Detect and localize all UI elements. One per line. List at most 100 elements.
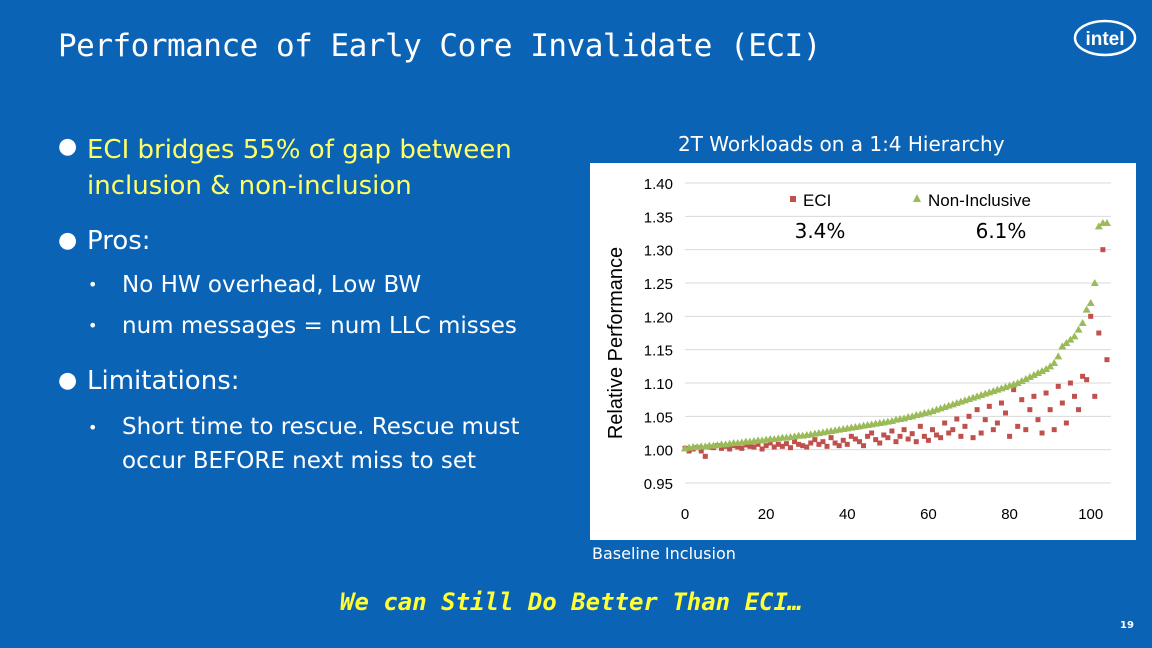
pros-item-2: num messages = num LLC misses (122, 313, 517, 339)
eci-point (1088, 313, 1094, 319)
eci-point (950, 427, 956, 433)
eci-point (1027, 407, 1033, 413)
eci-point (828, 435, 834, 441)
bullet-pros: Pros: (87, 226, 151, 256)
noninclusive-point (1102, 219, 1111, 226)
eci-point (759, 446, 765, 452)
eci-point (800, 443, 806, 449)
legend-noninclusive-marker (913, 194, 921, 202)
eci-point (1003, 410, 1009, 416)
eci-point (1076, 407, 1082, 413)
noninclusive-point (1078, 319, 1087, 326)
annotation-noninclusive-percent: 6.1% (976, 219, 1027, 243)
eci-point (1035, 417, 1041, 423)
eci-point (929, 427, 935, 433)
eci-point (1092, 393, 1098, 399)
eci-point (1059, 400, 1065, 406)
noninclusive-point (1038, 367, 1047, 374)
annotation-eci-percent: 3.4% (795, 219, 846, 243)
eci-point (893, 439, 899, 445)
eci-point (820, 439, 826, 445)
eci-point (1031, 393, 1037, 399)
eci-point (913, 439, 919, 445)
eci-point (1051, 427, 1057, 433)
eci-point (787, 445, 793, 451)
x-tick-label: 60 (920, 506, 937, 523)
x-tick-label: 100 (1078, 506, 1103, 523)
eci-point (1019, 397, 1025, 403)
intel-logo: intel (1073, 19, 1137, 57)
eci-point (1080, 373, 1086, 379)
bullet-dot: ● (58, 228, 78, 253)
sub-bullet-dot: • (88, 275, 98, 294)
noninclusive-point (1029, 371, 1038, 378)
eci-point (755, 441, 761, 447)
x-tick-label: 20 (758, 506, 775, 523)
eci-point (698, 448, 704, 454)
y-tick-label: 1.25 (644, 276, 673, 293)
eci-point (905, 436, 911, 442)
eci-point (852, 436, 858, 442)
y-tick-label: 1.20 (644, 309, 673, 326)
eci-point (719, 445, 725, 451)
noninclusive-point (1013, 379, 1022, 386)
eci-point (686, 448, 692, 454)
eci-point (958, 433, 964, 439)
eci-point (966, 413, 972, 419)
bullet-dot: ● (58, 368, 78, 393)
y-tick-label: 0.95 (644, 476, 673, 493)
eci-point (925, 437, 931, 443)
eci-point (970, 435, 976, 441)
noninclusive-point (1082, 305, 1091, 313)
noninclusive-point (1090, 279, 1099, 286)
grid-lines (685, 182, 1111, 484)
eci-point (1084, 377, 1090, 383)
eci-point (844, 441, 850, 447)
eci-point (763, 443, 769, 449)
eci-point (990, 427, 996, 433)
eci-point (1011, 387, 1017, 393)
y-tick-label: 1.35 (644, 209, 673, 226)
eci-point (881, 432, 887, 438)
eci-point (812, 437, 818, 443)
eci-point (865, 433, 871, 439)
x-tick-label: 0 (681, 506, 689, 523)
eci-point (727, 446, 733, 452)
legend-eci-marker (790, 196, 796, 202)
eci-point (1007, 433, 1013, 439)
y-tick-label: 1.05 (644, 409, 673, 426)
eci-point (909, 431, 915, 437)
eci-point (1015, 423, 1021, 429)
pros-item-1: No HW overhead, Low BW (122, 272, 422, 298)
eci-point (994, 420, 1000, 426)
x-axis-caption: Baseline Inclusion (592, 544, 736, 563)
x-tick-labels: 0 20 40 60 80 100 (681, 506, 1103, 523)
noninclusive-point (1017, 377, 1026, 384)
eci-point (804, 444, 810, 450)
eci-point (877, 440, 883, 446)
eci-point (889, 428, 895, 434)
bullet-eci-gap-line2: inclusion & non-inclusion (87, 171, 412, 201)
eci-point (1023, 427, 1029, 433)
eci-point (792, 439, 798, 445)
eci-point (934, 432, 940, 438)
noninclusive-point (1054, 352, 1063, 360)
eci-point (739, 445, 745, 451)
eci-point (1047, 407, 1053, 413)
eci-point (832, 440, 838, 446)
y-tick-label: 1.15 (644, 343, 673, 360)
eci-point (986, 403, 992, 409)
eci-point (702, 453, 708, 459)
eci-point (816, 441, 822, 447)
legend-noninclusive-label: Non-Inclusive (928, 191, 1031, 210)
limitation-item-line2: occur BEFORE next miss to set (122, 448, 477, 474)
noninclusive-point (1021, 375, 1030, 382)
eci-point (1039, 430, 1045, 436)
eci-point (998, 400, 1004, 406)
noninclusive-point (1062, 339, 1071, 346)
eci-point (873, 437, 879, 443)
eci-point (1055, 383, 1061, 389)
noninclusive-point (1050, 359, 1059, 366)
eci-point (779, 443, 785, 449)
eci-point (938, 435, 944, 441)
